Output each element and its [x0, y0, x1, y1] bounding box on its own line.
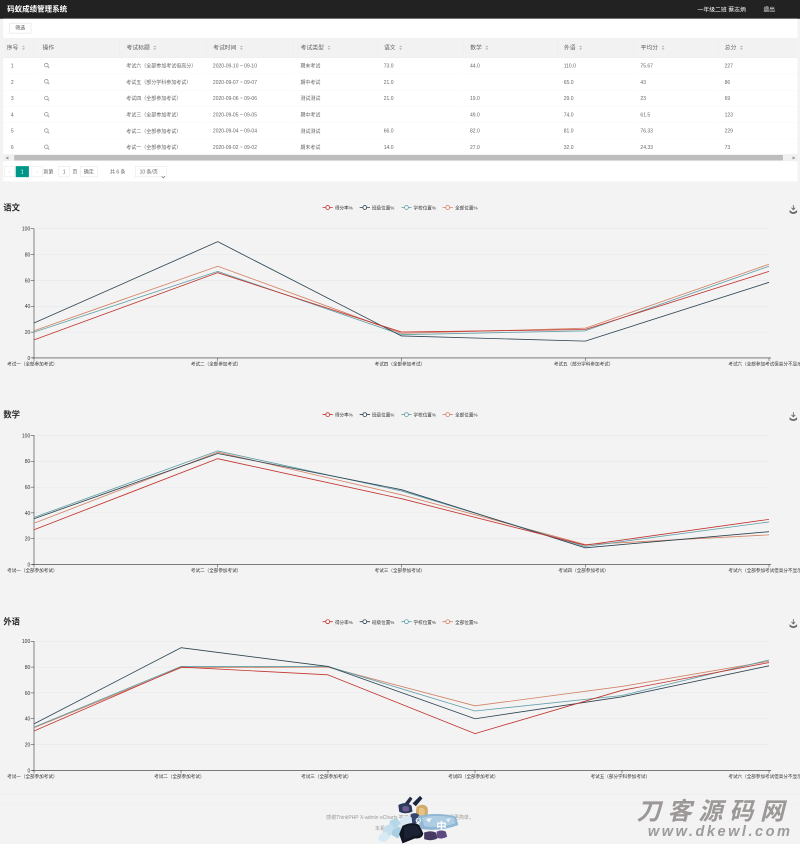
- svg-text:考试一（全部参加考试）: 考试一（全部参加考试）: [7, 567, 57, 574]
- svg-text:0: 0: [27, 562, 30, 568]
- svg-text:60: 60: [25, 278, 31, 284]
- svg-text:40: 40: [25, 304, 31, 310]
- svg-text:20: 20: [25, 536, 31, 542]
- svg-text:100: 100: [22, 639, 31, 645]
- svg-text:考试一（全部参加考试）: 考试一（全部参加考试）: [7, 773, 57, 780]
- svg-text:考试四（全部参加考试）: 考试四（全部参加考试）: [558, 567, 608, 574]
- svg-text:40: 40: [25, 717, 31, 723]
- svg-text:60: 60: [25, 485, 31, 491]
- svg-text:考试六（全部参加考试但高分不显示）: 考试六（全部参加考试但高分不显示）: [728, 773, 800, 780]
- svg-text:0: 0: [27, 768, 30, 774]
- svg-text:考试六（全部参加考试但高分不显示）: 考试六（全部参加考试但高分不显示）: [728, 567, 800, 574]
- svg-text:20: 20: [25, 330, 31, 336]
- svg-text:0: 0: [27, 356, 30, 362]
- svg-text:中: 中: [436, 820, 446, 833]
- svg-text:考试二（全部参加考试）: 考试二（全部参加考试）: [154, 773, 204, 780]
- svg-text:100: 100: [22, 226, 31, 232]
- svg-text:60: 60: [25, 691, 31, 697]
- svg-text:80: 80: [25, 665, 31, 671]
- svg-text:考试四（全部参加考试）: 考试四（全部参加考试）: [375, 360, 425, 367]
- svg-text:考试五（部分学科参加考试）: 考试五（部分学科参加考试）: [554, 360, 614, 367]
- svg-text:80: 80: [25, 252, 31, 258]
- svg-text:考试二（全部参加考试）: 考试二（全部参加考试）: [191, 567, 241, 574]
- svg-text:40: 40: [25, 511, 31, 517]
- svg-text:考试一（全部参加考试）: 考试一（全部参加考试）: [7, 360, 57, 367]
- svg-text:考试三（全部参加考试）: 考试三（全部参加考试）: [375, 567, 425, 574]
- svg-text:100: 100: [22, 433, 31, 439]
- svg-text:考试六（全部参加考试但高分不显示）: 考试六（全部参加考试但高分不显示）: [728, 360, 800, 367]
- svg-text:20: 20: [25, 743, 31, 749]
- svg-text:80: 80: [25, 459, 31, 465]
- svg-text:考试二（全部参加考试）: 考试二（全部参加考试）: [191, 360, 241, 367]
- svg-text:考试五（部分学科参加考试）: 考试五（部分学科参加考试）: [591, 773, 651, 780]
- svg-text:考试四（全部参加考试）: 考试四（全部参加考试）: [448, 773, 498, 780]
- svg-text:考试三（全部参加考试）: 考试三（全部参加考试）: [301, 773, 351, 780]
